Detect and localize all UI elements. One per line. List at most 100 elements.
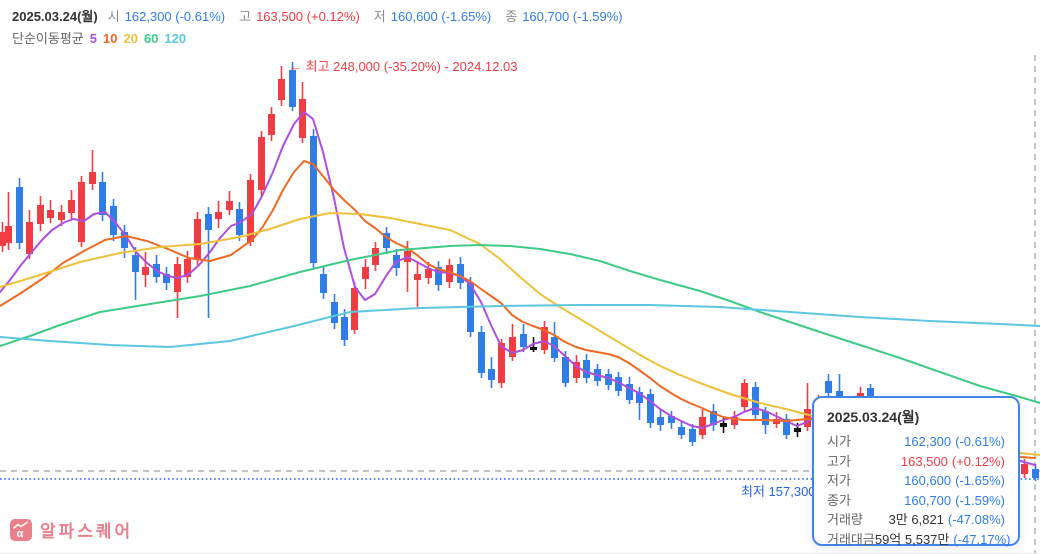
candle-body	[783, 419, 790, 435]
candle-body	[142, 267, 149, 275]
candle-body	[226, 201, 233, 210]
candle-body	[299, 99, 306, 138]
candle-body	[689, 429, 696, 442]
quote-low: 저 160,600 (-1.65%)	[373, 9, 492, 24]
candle-body	[163, 274, 170, 283]
candle-body	[857, 393, 864, 398]
candle-body	[1032, 469, 1039, 478]
candle-body	[762, 411, 769, 425]
candle-body	[26, 222, 33, 254]
alphasquare-logo: α 알파스퀘어	[10, 517, 133, 542]
candle-body	[258, 137, 265, 190]
candle-body	[615, 377, 622, 391]
candle-body	[668, 416, 675, 423]
candle-body	[194, 219, 201, 260]
candle-body	[1021, 464, 1028, 474]
candle-body	[5, 226, 12, 243]
candle-body	[351, 288, 358, 330]
tooltip-date-title: 2025.03.24(월)	[827, 409, 920, 425]
candle-body	[626, 384, 633, 400]
candle-body	[867, 388, 874, 396]
period-low-annotation: 최저 157,300 (	[741, 484, 824, 499]
candle-body	[414, 274, 421, 280]
all-time-high-annotation: ← 최고 248,000 (-35.20%) - 2024.12.03	[289, 59, 518, 74]
candle-body	[121, 232, 128, 248]
candle-body	[710, 411, 717, 425]
candle-body	[836, 391, 843, 397]
candle-body	[425, 269, 432, 278]
candle-body	[372, 248, 379, 265]
sma-period-20[interactable]: 20	[123, 31, 138, 46]
candle-body	[457, 264, 464, 283]
candle-body	[341, 317, 348, 340]
candle-body	[362, 267, 369, 279]
candle-body	[657, 417, 664, 425]
alphasquare-icon: α	[10, 518, 32, 541]
candle-body	[562, 357, 569, 383]
sma-period-120[interactable]: 120	[164, 31, 187, 46]
tooltip-row-open: 시가 162,300 (-0.61%)	[827, 434, 1005, 449]
candle-body	[132, 255, 139, 272]
candle-body	[699, 417, 706, 435]
quote-open: 시 162,300 (-0.61%)	[107, 9, 226, 24]
candle-body	[268, 114, 275, 135]
ma60-line	[0, 244, 1040, 404]
tooltip-row-high: 고가 163,500 (+0.12%)	[827, 453, 1005, 469]
candle-body	[278, 79, 285, 100]
candle-body	[435, 267, 442, 285]
tooltip-row-value: 거래대금 59억 5,537만 (-47.17%)	[827, 531, 1011, 547]
candle-body	[541, 327, 548, 350]
candle-body	[804, 409, 811, 427]
ma120-line	[0, 304, 1040, 348]
tooltip-row-close: 종가 160,700 (-1.59%)	[827, 492, 1005, 508]
candle-body	[741, 383, 748, 407]
candle-body	[498, 343, 505, 383]
candle-body	[78, 182, 85, 242]
candle-body	[678, 427, 685, 435]
candle-body	[731, 417, 738, 425]
alphasquare-logo-text: 알파스퀘어	[40, 522, 134, 541]
tooltip-row-low: 저가 160,600 (-1.65%)	[827, 473, 1005, 488]
sma-legend-label: 단순이동평균	[12, 31, 84, 46]
candle-body	[320, 274, 327, 293]
ma10-line	[0, 160, 1036, 459]
candle-body	[509, 337, 516, 357]
ohlc-summary-line: 2025.03.24(월) 시 162,300 (-0.61%) 고 163,500 (…	[12, 8, 637, 25]
sma-period-5[interactable]: 5	[89, 31, 97, 46]
sma-period-60[interactable]: 60	[143, 31, 159, 46]
candle-body	[720, 423, 727, 427]
candle-body	[68, 200, 75, 213]
tooltip-row-volume: 거래량 3만 6,821 (-47.08%)	[827, 512, 1005, 527]
candle-body	[89, 172, 96, 184]
candle-body	[205, 214, 212, 230]
quote-close: 종 160,700 (-1.59%)	[505, 9, 623, 24]
date-label: 2025.03.24(월)	[12, 9, 98, 24]
candle-body	[478, 332, 485, 373]
candle-body	[215, 212, 222, 219]
sma-period-10[interactable]: 10	[103, 31, 118, 46]
candle-body	[289, 70, 296, 107]
candle-body	[488, 369, 495, 380]
candle-body	[0, 232, 6, 246]
candle-body	[16, 187, 23, 243]
candle-body	[247, 180, 254, 242]
candle-body	[331, 302, 338, 323]
candle-body	[583, 360, 590, 378]
candle-body	[605, 374, 612, 385]
svg-text:α: α	[17, 528, 24, 540]
candle-body	[37, 205, 44, 224]
candle-body	[520, 334, 527, 347]
candle-body	[530, 347, 537, 350]
ma5-line	[0, 111, 1036, 466]
candle-body	[636, 392, 643, 403]
candle-body	[58, 212, 65, 220]
candle-body	[573, 362, 580, 378]
sma-legend-line: 단순이동평균 5 10 20 60 120	[12, 30, 637, 47]
candle-body	[99, 182, 106, 215]
candle-body	[794, 428, 801, 432]
ohlc-tooltip: 2025.03.24(월) 시가 162,300 (-0.61%) 고가 163,500…	[812, 396, 1020, 547]
candle-body	[184, 259, 191, 277]
candle-body	[383, 233, 390, 248]
